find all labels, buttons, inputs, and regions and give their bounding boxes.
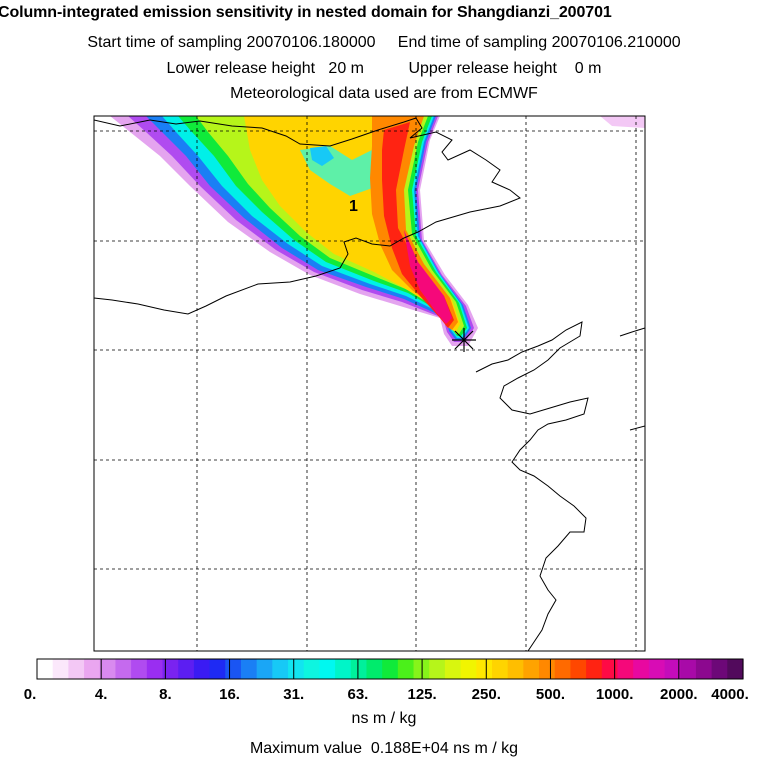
- colorbar-frame: [36, 658, 744, 680]
- colorbar-swatch: [84, 659, 101, 679]
- colorbar-swatch: [146, 659, 164, 679]
- colorbar-tick-label: 500.: [535, 686, 566, 703]
- colorbar-swatch: [397, 659, 415, 679]
- colorbar-swatch: [68, 659, 85, 679]
- colorbar-swatch: [115, 659, 132, 679]
- colorbar-swatch: [539, 659, 556, 679]
- colorbar-swatch: [554, 659, 572, 679]
- colorbar-swatch: [570, 659, 587, 679]
- colorbar-swatch: [695, 659, 713, 679]
- colorbar-swatch: [664, 659, 681, 679]
- colorbar-swatch: [586, 659, 603, 679]
- colorbar-tick-label: 16.: [219, 686, 240, 703]
- plume-top-right-fringe: [600, 116, 645, 128]
- colorbar-swatch: [491, 659, 509, 679]
- colorbar-swatch: [37, 659, 54, 679]
- colorbar-tick-label: 8.: [159, 686, 172, 703]
- colorbar-swatch: [209, 659, 226, 679]
- colorbar-swatch: [429, 659, 446, 679]
- grid-lines: [94, 116, 645, 651]
- sampling-time-line: Start time of sampling 20070106.180000 E…: [87, 34, 681, 51]
- maximum-value: Maximum value 0.188E+04 ns m / kg: [249, 740, 519, 757]
- colorbar-swatch: [523, 659, 540, 679]
- colorbar-swatch: [711, 659, 728, 679]
- colorbar-swatch: [633, 659, 650, 679]
- map-frame: [93, 115, 646, 652]
- colorbar-tick-label: 125.: [407, 686, 437, 703]
- plume-magenta-core: [404, 230, 452, 324]
- coastline-peninsula: [475, 321, 589, 651]
- colorbar-swatch: [335, 659, 352, 679]
- colorbar: [36, 658, 744, 680]
- colorbar-tick-label: 4.: [94, 686, 108, 703]
- colorbar-units: ns m / kg: [351, 710, 417, 727]
- colorbar-swatch: [601, 659, 619, 679]
- colorbar-swatch: [460, 659, 477, 679]
- colorbar-swatch: [648, 659, 666, 679]
- colorbar-swatch: [727, 659, 744, 679]
- colorbar-swatch: [303, 659, 320, 679]
- colorbar-swatch: [476, 659, 493, 679]
- sensitivity-field: [110, 116, 645, 346]
- coastline-east-2: [629, 425, 645, 431]
- colorbar-swatch: [382, 659, 399, 679]
- colorbar-tick-label: 63.: [347, 686, 369, 703]
- colorbar-tick-label: 31.: [283, 686, 305, 703]
- map-title: Column-integrated emission sensitivity i…: [0, 4, 612, 21]
- colorbar-swatch: [680, 659, 697, 679]
- colorbar-swatch: [507, 659, 524, 679]
- colorbar-swatch: [225, 659, 242, 679]
- colorbar-swatch: [52, 659, 69, 679]
- colorbar-swatch: [319, 659, 336, 679]
- colorbar-swatch: [256, 659, 273, 679]
- map-marker-label: 1: [349, 198, 358, 215]
- colorbar-tick-label: 0.: [23, 686, 37, 703]
- colorbar-swatch: [350, 659, 368, 679]
- colorbar-swatch: [99, 659, 117, 679]
- star-icon: [452, 328, 476, 352]
- colorbar-tick-label: 250.: [471, 686, 501, 703]
- colorbar-swatch: [193, 659, 211, 679]
- colorbar-swatch: [444, 659, 462, 679]
- coastline-mainland-north: [94, 117, 521, 315]
- colorbar-swatch: [617, 659, 634, 679]
- meteorological-data-line: Meteorological data used are from ECMWF: [230, 85, 538, 102]
- colorbar-swatch: [240, 659, 258, 679]
- colorbar-tick-label: 1000.: [595, 686, 634, 703]
- colorbar-tick-label: 4000.: [711, 686, 749, 703]
- plume-inner-cyan-core: [310, 146, 334, 166]
- coastlines: [94, 117, 645, 651]
- colorbar-tick-label: 2000.: [660, 686, 698, 703]
- colorbar-swatch: [366, 659, 383, 679]
- release-height-line: Lower release height 20 m Upper release …: [166, 60, 602, 77]
- colorbar-swatch: [288, 659, 305, 679]
- colorbar-swatch: [178, 659, 195, 679]
- colorbar-swatch: [272, 659, 289, 679]
- coastline-east: [619, 327, 645, 337]
- colorbar-swatch: [162, 659, 179, 679]
- colorbar-swatch: [131, 659, 148, 679]
